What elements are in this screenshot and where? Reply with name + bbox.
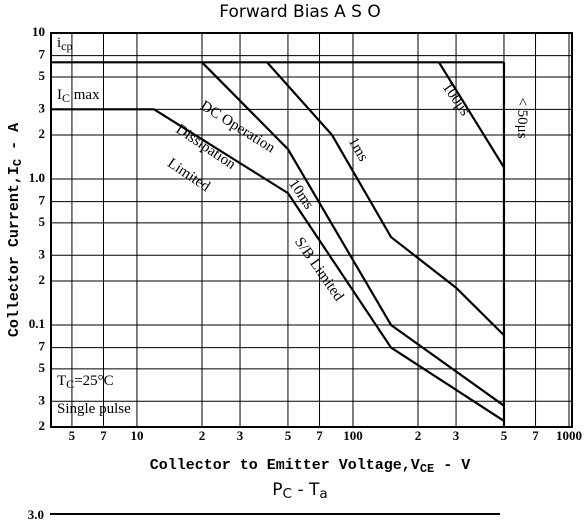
text-part: Single pulse <box>57 401 131 417</box>
text-part: T <box>57 373 66 389</box>
x-tick-label: 5 <box>69 428 76 443</box>
x-tick-label: 100 <box>343 428 363 443</box>
text-part: < 50μs <box>514 97 530 138</box>
annotation: icp <box>57 35 73 53</box>
text-part: 100μs <box>438 80 472 119</box>
x-tick-label: 7 <box>100 428 107 443</box>
y-tick-label: 3 <box>39 246 46 261</box>
text-part: =25°C <box>74 373 113 389</box>
y-tick-label: 7 <box>39 193 46 208</box>
text-part: Collector Current,I <box>6 166 23 337</box>
y-tick-label: 7 <box>39 339 46 354</box>
x-tick-label: 5 <box>501 428 508 443</box>
annotation: 100μs <box>438 80 472 119</box>
text-part: i <box>57 35 61 51</box>
x-tick-label: 7 <box>316 428 323 443</box>
annotation: Limited <box>164 156 213 196</box>
y-tick-label: 2 <box>39 418 46 433</box>
next-chart-tick: 3.0 <box>28 507 44 520</box>
series-line <box>266 61 505 337</box>
y-tick-label: 3 <box>39 100 46 115</box>
y-tick-label: 5 <box>39 360 46 375</box>
annotation: TC=25°C <box>57 373 114 391</box>
plot-frame <box>50 32 573 428</box>
y-tick-label: 2 <box>39 272 46 287</box>
x-tick-label: 2 <box>415 428 422 443</box>
text-part: max <box>70 87 100 103</box>
x-axis-label: Collector to Emitter Voltage,VCE - V <box>150 457 470 476</box>
x-tick-label: 5 <box>285 428 292 443</box>
y-tick-label: 3 <box>39 392 46 407</box>
next-chart-title: PC - Ta <box>272 480 327 502</box>
x-tick-label: 3 <box>237 428 244 443</box>
annotation: 1ms <box>344 135 370 165</box>
text-part: Collector to Emitter Voltage,V <box>150 457 420 474</box>
annotation: < 50μs <box>514 97 530 138</box>
chart-title: Forward Bias A S O <box>219 2 380 22</box>
subscript: cp <box>61 39 72 53</box>
x-tick-label: 10 <box>130 428 143 443</box>
series-line <box>201 61 505 407</box>
subscript: C <box>283 486 293 502</box>
y-tick-label: 5 <box>39 214 46 229</box>
subscript: C <box>62 91 70 105</box>
series-line <box>51 108 505 422</box>
annotation: IC max <box>57 87 100 105</box>
text-part: - V <box>434 457 470 474</box>
text-part: - A <box>6 123 23 159</box>
x-tick-label: 3 <box>453 428 460 443</box>
y-tick-label: 2 <box>39 126 46 141</box>
y-tick-label: 1.0 <box>29 170 45 185</box>
text-part: 1ms <box>344 135 370 165</box>
x-tick-label: 1000 <box>556 428 582 443</box>
text-part: Limited <box>164 156 213 196</box>
subscript: a <box>319 486 327 502</box>
subscript: C <box>11 159 25 166</box>
x-tick-label: 7 <box>532 428 539 443</box>
text-part: - T <box>292 480 320 500</box>
y-tick-label: 5 <box>39 68 46 83</box>
y-axis-label: Collector Current,IC - A <box>6 123 25 337</box>
subscript: C <box>66 377 74 391</box>
subscript: CE <box>420 462 434 476</box>
series-line <box>438 61 505 169</box>
y-tick-label: 10 <box>32 24 45 39</box>
annotation: Single pulse <box>57 401 131 417</box>
x-tick-label: 2 <box>199 428 206 443</box>
y-tick-label: 0.1 <box>29 316 45 331</box>
y-tick-label: 7 <box>39 47 46 62</box>
text-part: I <box>57 87 62 103</box>
text-part: P <box>272 480 282 500</box>
